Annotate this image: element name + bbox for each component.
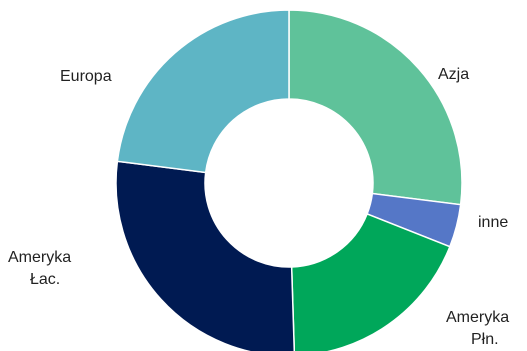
label-europa: Europa [60,68,112,85]
slice-ameryka-płn [290,212,451,351]
label-ameryka-lac: Ameryka Łac. [8,249,71,288]
label-inne: inne [478,214,508,231]
slice-labels: Azja inne Ameryka Płn. Ameryka Łac. Europa [8,66,509,348]
slice-europa [116,9,290,174]
donut-slices [115,9,463,351]
slice-ameryka-łac [115,160,296,351]
label-azja: Azja [438,66,469,83]
slice-azja [288,9,463,206]
label-ameryka-pln: Ameryka Płn. [446,309,509,348]
